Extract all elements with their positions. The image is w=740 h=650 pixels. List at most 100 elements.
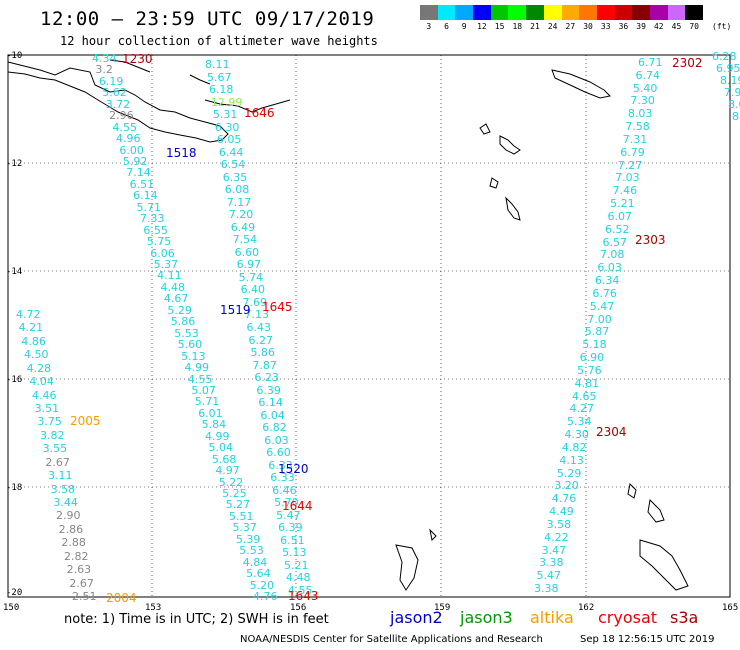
pass-time-label: 1230 (122, 52, 153, 66)
coastlines (7, 59, 689, 591)
wave-height-value: 6.33 (268, 458, 293, 472)
map-subtitle: 12 hour collection of altimeter wave hei… (60, 34, 378, 48)
wave-height-value: 4.82 (561, 440, 587, 454)
map-title: 12:00 – 23:59 UTC 09/17/2019 (40, 8, 375, 30)
wave-height-value: 3.55 (42, 442, 68, 456)
wave-height-value: 5.84 (201, 418, 227, 432)
pass-time-label: 1645 (262, 300, 293, 314)
map-frame (7, 54, 731, 598)
wave-height-value: 3.47 (541, 543, 567, 557)
scale-label: 30 (583, 22, 593, 31)
scale-swatch (561, 5, 580, 20)
wave-height-value: 7.33 (139, 212, 165, 226)
scale-label: 70 (689, 22, 699, 31)
wave-height-value: 4.99 (184, 361, 209, 375)
wave-height-value: 5.27 (225, 498, 251, 512)
lat-label: -10 (6, 51, 23, 61)
wave-height-value: 5.37 (232, 521, 257, 535)
wave-height-value: 4.34 (92, 52, 117, 65)
scale-swatch (437, 5, 456, 20)
wave-height-value: 5.64 (246, 567, 271, 581)
wave-height-value: 6.00 (119, 143, 144, 157)
pass-time-label: 2302 (672, 56, 703, 70)
scale-swatch (685, 5, 703, 20)
wave-height-value: 5.07 (191, 383, 216, 397)
wave-height-value: 4.67 (163, 292, 189, 306)
wave-height-value: 4.46 (32, 388, 57, 402)
wave-height-value: 7.03 (615, 171, 640, 185)
satellite-legend-item: altika (530, 608, 574, 627)
wave-height-value: 5.75 (146, 235, 172, 249)
wave-height-value: 5.67 (206, 70, 232, 84)
wave-height-value: 3.38 (539, 556, 564, 570)
wave-height-value: 5.47 (536, 569, 562, 583)
wave-height-value: 5.21 (284, 558, 309, 572)
scale-label: 15 (494, 22, 505, 31)
lat-label: -12 (6, 159, 23, 169)
wave-height-value: 5.22 (218, 475, 244, 489)
wave-height-value: 2.96 (109, 109, 134, 123)
wave-height-value: 6.97 (236, 258, 262, 272)
wave-height-value: 5.25 (222, 486, 247, 500)
scale-swatch (473, 5, 491, 20)
wave-height-value: 4.13 (559, 453, 584, 467)
pass-time-label: 1644 (282, 499, 313, 513)
wave-height-value: 5.86 (250, 346, 275, 360)
wave-height-value: 6.39 (256, 383, 281, 397)
wave-height-value: 4.48 (160, 280, 186, 294)
wave-height-value: 6.05 (216, 133, 242, 147)
scale-swatch (649, 5, 668, 20)
wave-height-value: 6.06 (150, 246, 175, 260)
wave-height-value: 2.67 (69, 576, 94, 590)
scale-swatch (667, 5, 686, 20)
scale-swatch (420, 5, 438, 20)
scale-swatch (526, 5, 544, 20)
pass-time-label: 1646 (244, 106, 275, 120)
wave-height-value: 6.04 (260, 408, 285, 422)
wave-height-value: 4.76 (253, 590, 278, 603)
pass-time-label: 2005 (70, 414, 101, 428)
wave-height-value: 5.21 (610, 197, 635, 211)
wave-height-value: 6.34 (594, 274, 620, 288)
wave-height-value: 2.63 (66, 563, 92, 577)
wave-height-value: 6.35 (222, 170, 248, 184)
wave-height-value: 6.40 (240, 283, 266, 297)
wave-height-value: 7.13 (244, 308, 270, 322)
wave-height-value: 7.54 (232, 233, 258, 247)
wave-height-value: 3.51 (34, 402, 60, 415)
wave-height-value: 7.46 (612, 184, 638, 198)
pass-time-label: 1643 (288, 589, 319, 603)
wave-height-value: 3.58 (50, 482, 76, 496)
scale-label: 18 (512, 22, 523, 31)
wave-height-value: 4.97 (215, 464, 240, 478)
pass-time-label: 2304 (596, 425, 627, 439)
wave-height-value: 5.18 (582, 338, 607, 352)
wave-height-value: 7.20 (228, 208, 254, 222)
wave-height-value: 4.84 (242, 555, 268, 569)
scale-swatch (632, 5, 650, 20)
wave-height-value: 7.00 (587, 312, 612, 326)
wave-height-value: 6.07 (607, 209, 633, 223)
wave-height-value: 7.87 (252, 358, 277, 372)
wave-height-value: 6.14 (258, 396, 283, 410)
wave-height-value: 5.60 (177, 338, 203, 352)
wave-height-value: 5.51 (229, 509, 254, 523)
wave-height-value: 8.3 (732, 110, 740, 123)
wave-height-value: 6.74 (635, 68, 660, 82)
wave-height-value: 7.27 (617, 158, 643, 172)
wave-height-value: 8.03 (627, 107, 653, 121)
lon-label: 162 (578, 603, 595, 613)
scale-swatch (508, 5, 527, 20)
wave-height-value: 5.76 (577, 363, 602, 377)
satellite-legend-item: jason3 (460, 608, 513, 627)
scale-label: 33 (600, 22, 611, 31)
scale-swatch (455, 5, 474, 20)
satellite-legend-item: cryosat (598, 608, 658, 627)
wave-height-value: 7.9 (724, 86, 740, 99)
wave-height-value: 12.99 (210, 95, 243, 109)
scale-label: 21 (530, 22, 540, 31)
wave-height-value: 6.95 (716, 62, 740, 75)
wave-height-value: 6.30 (214, 120, 240, 134)
map-note: note: 1) Time is in UTC; 2) SWH is in fe… (64, 612, 329, 627)
pass-time-label: 1519 (220, 303, 251, 317)
